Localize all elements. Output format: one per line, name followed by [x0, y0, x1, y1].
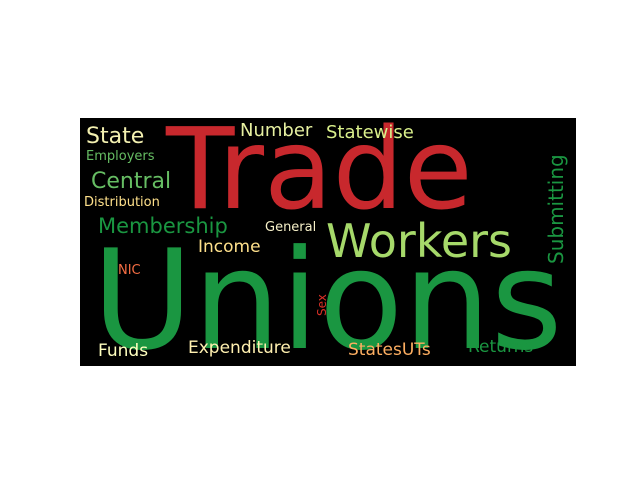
word-income: Income [198, 237, 261, 257]
word-central: Central [91, 169, 172, 194]
word-trade: Trade [166, 118, 473, 235]
word-statewise: Statewise [326, 122, 414, 143]
word-state: State [86, 124, 145, 149]
word-unions: Unions [92, 220, 563, 367]
word-cloud: Trade Unions Workers Membership Central … [80, 118, 576, 366]
word-sex: Sex [315, 294, 329, 316]
word-employers: Employers [86, 149, 155, 164]
word-statesuts: StatesUTs [348, 340, 431, 360]
word-general: General [265, 220, 317, 235]
word-submitting: Submitting [544, 154, 568, 264]
word-membership: Membership [98, 214, 228, 238]
word-workers: Workers [326, 214, 513, 268]
word-returns: Returns [468, 337, 534, 357]
word-nic: NIC [118, 263, 141, 278]
word-distribution: Distribution [84, 195, 160, 210]
word-funds: Funds [98, 341, 149, 361]
word-number: Number [240, 120, 313, 141]
word-expenditure: Expenditure [188, 338, 291, 358]
